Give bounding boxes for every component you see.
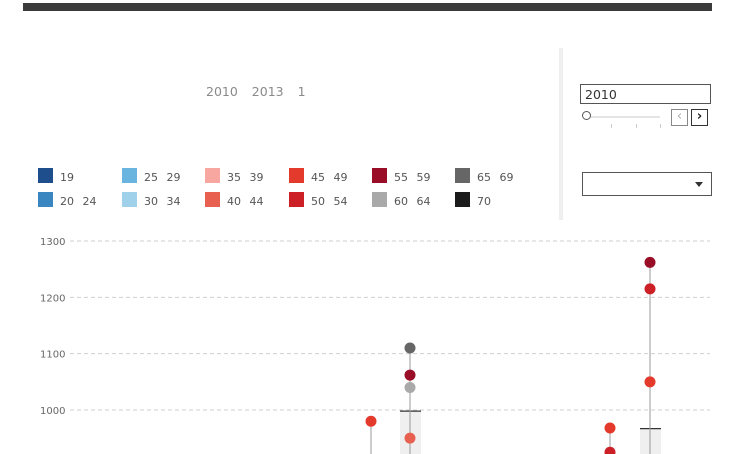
panel-divider — [559, 48, 563, 220]
year-input[interactable]: 2010 — [580, 84, 711, 104]
legend-label: 55 59 — [394, 171, 431, 184]
legend-swatch — [289, 192, 304, 207]
top-bar — [23, 3, 712, 11]
legend-label: 65 69 — [477, 171, 514, 184]
legend-swatch — [372, 168, 387, 183]
y-tick-label: 1000 — [40, 406, 65, 417]
legend-label: 19 — [60, 171, 74, 184]
legend-swatch — [455, 192, 470, 207]
data-point — [404, 432, 416, 444]
legend-label: 35 39 — [227, 171, 264, 184]
legend-label: 50 54 — [311, 195, 348, 208]
legend-label: 40 44 — [227, 195, 264, 208]
slider-tick — [611, 124, 612, 128]
data-point — [644, 376, 656, 388]
year-slider-knob[interactable] — [582, 111, 591, 120]
legend-swatch — [38, 192, 53, 207]
legend-label: 45 49 — [311, 171, 348, 184]
legend-swatch — [122, 168, 137, 183]
legend-label: 25 29 — [144, 171, 181, 184]
slider-tick — [636, 124, 637, 128]
y-tick-label: 1100 — [40, 350, 65, 361]
legend-label: 60 64 — [394, 195, 431, 208]
data-point — [404, 342, 416, 354]
legend-swatch — [372, 192, 387, 207]
data-point — [644, 283, 656, 295]
y-tick-label: 1300 — [40, 237, 65, 248]
legend-swatch — [289, 168, 304, 183]
y-tick-label: 1200 — [40, 293, 65, 304]
year-slider-track[interactable] — [588, 116, 660, 118]
data-point — [404, 381, 416, 393]
next-year-button[interactable]: › — [691, 109, 708, 126]
legend-label: 20 24 — [60, 195, 97, 208]
legend-label: 70 — [477, 195, 491, 208]
data-point — [604, 422, 616, 434]
legend-swatch — [205, 168, 220, 183]
data-point — [365, 415, 377, 427]
data-point — [644, 256, 656, 268]
data-point — [404, 369, 416, 381]
legend-swatch — [122, 192, 137, 207]
chart-subtitle: 2010 2013 1 — [206, 84, 306, 99]
chevron-down-icon — [695, 182, 703, 187]
legend-swatch — [38, 168, 53, 183]
legend-label: 30 34 — [144, 195, 181, 208]
prev-year-button[interactable]: ‹ — [671, 109, 688, 126]
chevron-left-icon: ‹ — [676, 109, 683, 124]
filter-dropdown[interactable] — [582, 172, 712, 196]
data-point — [604, 446, 616, 454]
chevron-right-icon: › — [696, 109, 703, 124]
legend-swatch — [455, 168, 470, 183]
legend-swatch — [205, 192, 220, 207]
slider-tick — [660, 124, 661, 128]
